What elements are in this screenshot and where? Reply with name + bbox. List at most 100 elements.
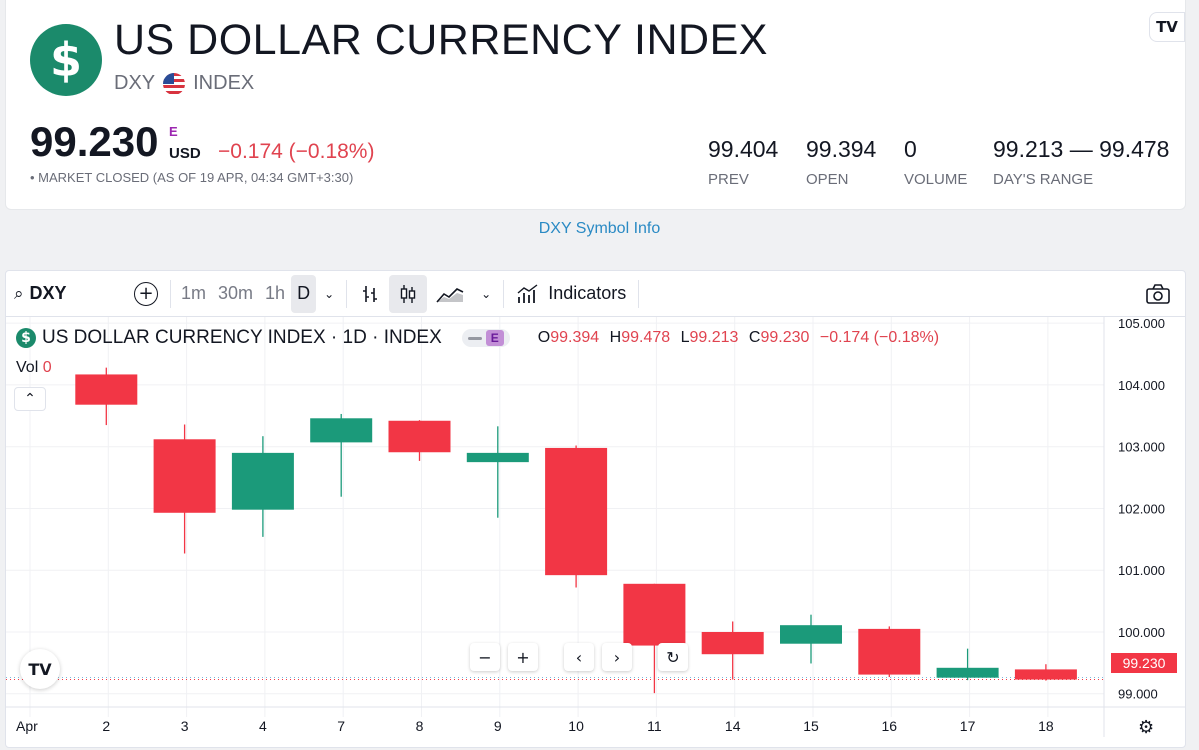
timeframe-dropdown[interactable]: ⌄ bbox=[316, 275, 342, 313]
stat-days-range: 99.213 — 99.478 DAY'S RANGE bbox=[993, 136, 1169, 188]
stat-label: OPEN bbox=[806, 171, 849, 188]
volume-key: Vol bbox=[16, 359, 39, 376]
tradingview-logo-icon[interactable]: TV bbox=[20, 649, 60, 689]
x-tick-label: 18 bbox=[1038, 718, 1054, 734]
stat-value: 99.213 — 99.478 bbox=[993, 136, 1170, 162]
x-tick-label: 4 bbox=[259, 718, 267, 734]
stat-prev: 99.404 PREV bbox=[708, 136, 778, 188]
stat-value: 99.394 bbox=[806, 136, 877, 162]
ohlc-values: O99.394 H99.478 L99.213 C99.230 −0.174 (… bbox=[538, 329, 939, 347]
candle-body bbox=[388, 420, 451, 453]
chart-type-dropdown[interactable]: ⌄ bbox=[473, 275, 499, 313]
zoom-in-button[interactable]: + bbox=[508, 643, 538, 671]
x-tick-label: Apr bbox=[16, 718, 38, 734]
tradingview-logo-icon[interactable]: TV bbox=[1149, 12, 1185, 42]
candle-body bbox=[1014, 669, 1077, 680]
chevron-up-icon: ⌃ bbox=[24, 391, 36, 407]
stat-volume: 0 VOLUME bbox=[904, 136, 967, 188]
volume-legend: Vol 0 bbox=[16, 359, 52, 377]
candle-body bbox=[780, 625, 842, 644]
symbol-search[interactable]: ⌕ DXY bbox=[6, 275, 126, 313]
chart-nav-controls: − + ‹ › ↻ bbox=[470, 643, 688, 671]
divider bbox=[170, 279, 171, 308]
x-tick-label: 15 bbox=[803, 718, 819, 734]
divider bbox=[638, 279, 640, 308]
instrument-type: INDEX bbox=[193, 72, 255, 94]
legend-change: −0.174 (−0.18%) bbox=[819, 329, 940, 346]
compare-add-button[interactable]: + bbox=[126, 275, 166, 313]
stat-label: DAY'S RANGE bbox=[993, 171, 1094, 188]
change-value: −0.174 bbox=[218, 140, 283, 163]
chart-widget: ⌕ DXY + 1m 30m 1h D ⌄ ⌄ Indicators bbox=[5, 270, 1186, 748]
last-price: 99.230 bbox=[30, 118, 159, 165]
chart-toolbar: ⌕ DXY + 1m 30m 1h D ⌄ ⌄ Indicators bbox=[6, 271, 1185, 317]
chart-legend: $ US DOLLAR CURRENCY INDEX · 1D · INDEX … bbox=[16, 327, 939, 349]
y-tick-label: 100.000 bbox=[1118, 625, 1165, 640]
indicators-icon bbox=[517, 283, 538, 303]
camera-icon bbox=[1146, 283, 1170, 304]
x-tick-label: 7 bbox=[337, 718, 345, 734]
timeframe-1m[interactable]: 1m bbox=[181, 283, 207, 303]
stat-value: 99.404 bbox=[708, 136, 779, 162]
candle-body bbox=[310, 418, 373, 443]
chevron-down-icon: ⌄ bbox=[324, 286, 335, 301]
low-value: 99.213 bbox=[689, 329, 739, 346]
last-price-tag: 99.230 bbox=[1111, 653, 1177, 673]
plus-icon: + bbox=[516, 647, 530, 667]
y-tick-label: 105.000 bbox=[1118, 317, 1165, 331]
y-tick-label: 102.000 bbox=[1118, 501, 1165, 516]
x-tick-label: 11 bbox=[647, 718, 662, 734]
scroll-right-button[interactable]: › bbox=[602, 643, 632, 671]
timeframe-30m[interactable]: 30m bbox=[218, 283, 254, 303]
x-tick-label: 2 bbox=[102, 718, 110, 734]
y-tick-label: 99.000 bbox=[1118, 687, 1158, 702]
indicators-label: Indicators bbox=[548, 283, 627, 303]
price-change: −0.174 (−0.18%) bbox=[218, 140, 374, 164]
open-key: O bbox=[537, 329, 551, 346]
low-key: L bbox=[680, 329, 690, 346]
collapse-legend-button[interactable]: ⌃ bbox=[14, 387, 46, 411]
symbol-info-link[interactable]: DXY Symbol Info bbox=[538, 220, 661, 237]
x-tick-label: 16 bbox=[882, 718, 898, 734]
y-tick-label: 104.000 bbox=[1118, 378, 1165, 393]
zoom-out-button[interactable]: − bbox=[470, 643, 500, 671]
delayed-data-badge[interactable]: E bbox=[461, 329, 510, 347]
candle-body bbox=[231, 452, 294, 510]
x-tick-label: 9 bbox=[494, 718, 502, 734]
plus-circle-icon: + bbox=[134, 281, 158, 306]
timeframe-d[interactable]: D bbox=[291, 274, 317, 313]
market-status: • MARKET CLOSED (AS OF 19 APR, 04:34 GMT… bbox=[30, 170, 354, 185]
area-style-button[interactable] bbox=[427, 275, 473, 313]
candle-body bbox=[75, 374, 138, 405]
indicators-button[interactable]: Indicators bbox=[508, 275, 634, 313]
quote-header-card: $ US DOLLAR CURRENCY INDEX DXY INDEX TV … bbox=[5, 0, 1186, 210]
e-badge-label: E bbox=[485, 330, 504, 346]
symbol-subline: DXY INDEX bbox=[114, 72, 254, 95]
dash-icon bbox=[467, 336, 482, 340]
snapshot-button[interactable] bbox=[1137, 275, 1179, 313]
legend-title: US DOLLAR CURRENCY INDEX · 1D · INDEX bbox=[42, 327, 442, 348]
chevron-left-icon: ‹ bbox=[575, 647, 583, 667]
stat-open: 99.394 OPEN bbox=[806, 136, 876, 188]
divider bbox=[503, 279, 505, 308]
volume-value: 0 bbox=[42, 359, 52, 376]
ticker-label: DXY bbox=[114, 72, 156, 94]
us-flag-icon bbox=[163, 72, 186, 95]
gear-icon[interactable]: ⚙ bbox=[1138, 717, 1155, 738]
stat-value: 0 bbox=[904, 136, 917, 162]
stat-label: VOLUME bbox=[904, 171, 968, 188]
reset-chart-button[interactable]: ↻ bbox=[658, 643, 688, 671]
candles-icon bbox=[400, 284, 416, 303]
timeframe-1h[interactable]: 1h bbox=[265, 283, 286, 303]
candlestick-chart[interactable]: 105.000 104.000 103.000 102.000 101.000 100.0… bbox=[6, 317, 1185, 747]
candle-body bbox=[936, 667, 999, 678]
dollar-logo-icon: $ bbox=[30, 24, 102, 96]
chevron-right-icon: › bbox=[613, 647, 621, 667]
candle-body bbox=[623, 583, 686, 646]
bars-style-button[interactable] bbox=[351, 275, 389, 313]
candles-style-button[interactable] bbox=[389, 274, 428, 313]
x-tick-label: 10 bbox=[568, 718, 584, 734]
symbol-search-label: DXY bbox=[29, 283, 67, 303]
scroll-left-button[interactable]: ‹ bbox=[564, 643, 594, 671]
x-tick-label: 8 bbox=[416, 718, 424, 734]
